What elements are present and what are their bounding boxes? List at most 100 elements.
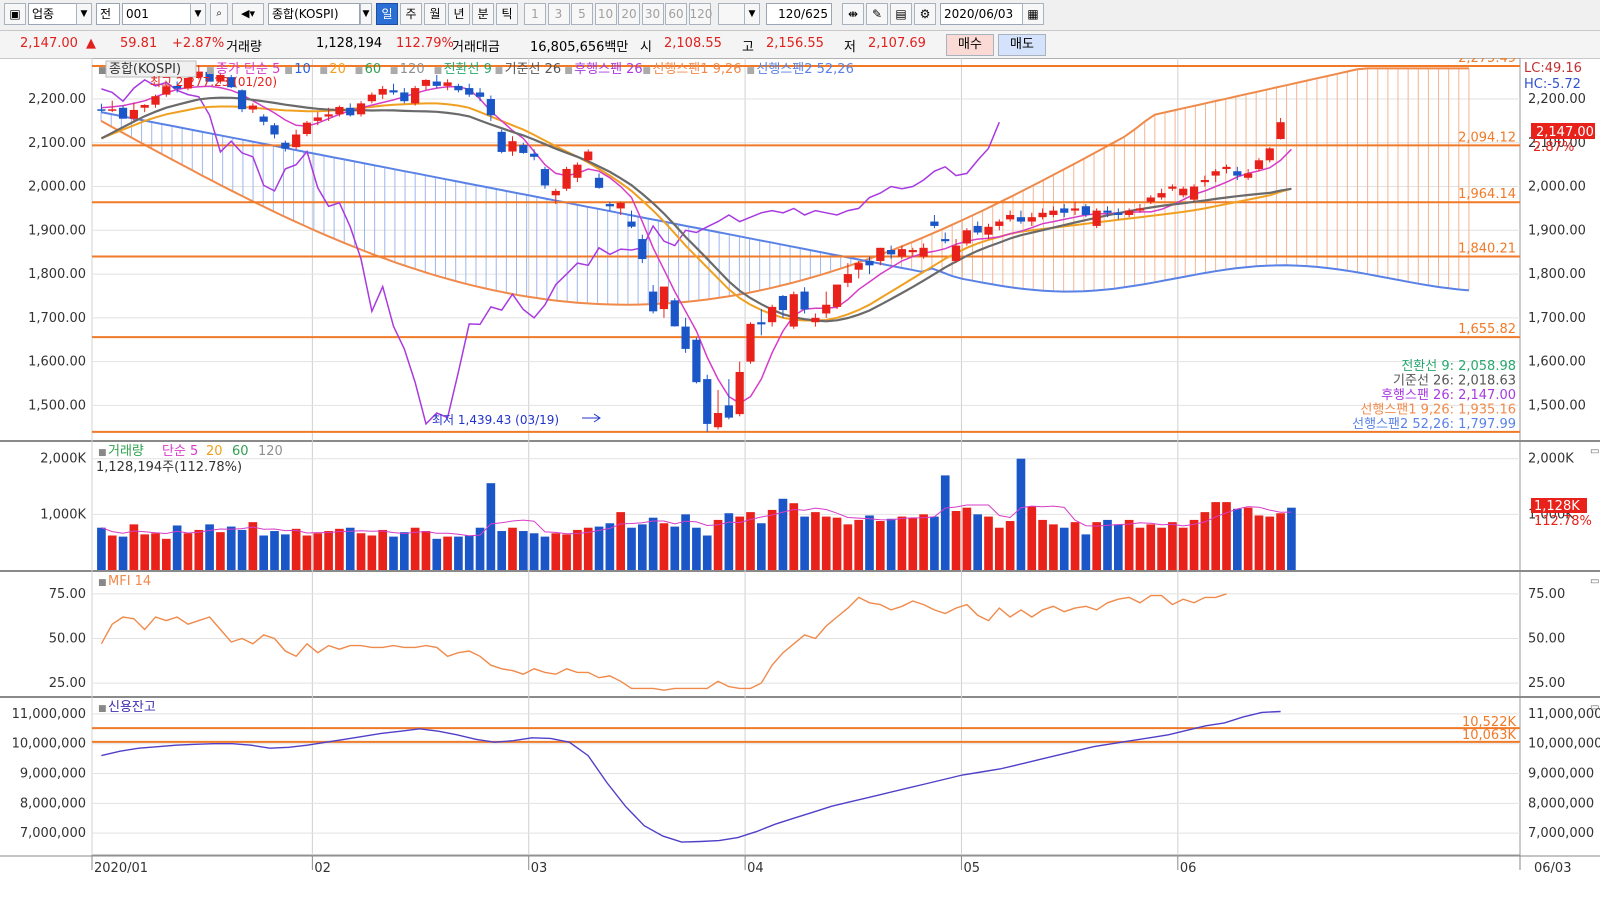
candle-body [151, 96, 160, 105]
legend-marker: ■ [284, 66, 293, 76]
candle-body [562, 168, 571, 189]
period-button-0[interactable]: 일 [376, 3, 398, 25]
candle-body [443, 82, 452, 86]
chart-title: 종합(KOSPI) [109, 62, 181, 77]
candle-body [1060, 208, 1069, 213]
volume-bar [259, 535, 269, 570]
volume-bar [1211, 502, 1221, 570]
amount-value: 16,805,656백만 [530, 40, 629, 55]
candle-body [616, 202, 625, 209]
volume-bar [194, 529, 204, 570]
candle-body [1114, 212, 1123, 215]
y-tick-label-right: 2,200.00 [1528, 92, 1586, 107]
market-select[interactable]: 업종 [28, 3, 88, 25]
volume-value: 1,128,194 [316, 36, 383, 51]
high-value: 2,156.55 [766, 36, 824, 51]
volume-bar [681, 514, 690, 570]
minute-button-60[interactable]: 60 [665, 3, 687, 25]
volume-bar [1287, 507, 1296, 570]
indicator-value: 선행스팬2 52,26: 1,797.99 [1352, 416, 1516, 432]
speaker-icon[interactable]: ◀▾ [232, 3, 264, 25]
x-tick-label: 04 [747, 861, 764, 876]
buy-button[interactable]: 매수 [946, 34, 994, 56]
y-tick-label-left: 1,900.00 [28, 223, 86, 238]
code-dropdown-icon[interactable]: ▼ [190, 3, 206, 25]
minute-button-120[interactable]: 120 [688, 3, 712, 25]
y-tick-label-left: 25.00 [49, 676, 86, 691]
minute-button-3[interactable]: 3 [547, 3, 570, 25]
period-button-3[interactable]: 년 [448, 3, 470, 25]
volume-bar [421, 531, 431, 570]
sell-button[interactable]: 매도 [998, 34, 1046, 56]
leading-span1-line [100, 67, 1469, 306]
tools-icon[interactable]: ✎ [866, 3, 888, 25]
volume-bar [140, 534, 150, 570]
support-line-label: 1,655.82 [1458, 322, 1516, 337]
volume-bar [1113, 524, 1123, 570]
legend-item: 20 [329, 62, 346, 77]
volume-bar [735, 516, 745, 570]
volume-bar [335, 528, 344, 570]
volume-bar [1276, 513, 1285, 570]
volume-bar [756, 523, 766, 570]
candle-body [832, 284, 842, 307]
gear-icon[interactable]: ⚙ [914, 3, 936, 25]
name-field[interactable]: 종합(KOSPI) [268, 3, 360, 25]
volume-bar [659, 523, 669, 570]
volume-legend-item: 120 [258, 444, 283, 459]
custom-period-dropdown-icon[interactable]: ▼ [744, 3, 760, 25]
candle-body [811, 317, 820, 323]
minute-button-5[interactable]: 5 [571, 3, 593, 25]
calendar-icon[interactable]: ▦ [1022, 3, 1044, 25]
credit-level-label: 10,063K [1462, 728, 1516, 743]
market-dropdown-icon[interactable]: ▼ [76, 3, 92, 25]
candle-body [703, 379, 712, 424]
volume-bar [356, 533, 366, 570]
candle-body [854, 263, 863, 270]
candle-body [216, 74, 225, 82]
leading-span2-line [100, 111, 1469, 293]
volume-bar [1146, 524, 1156, 570]
period-button-1[interactable]: 주 [400, 3, 422, 25]
chart-type-icon[interactable]: ▣ [4, 3, 26, 25]
period-button-2[interactable]: 월 [424, 3, 446, 25]
volume-bar [919, 514, 928, 570]
volume-bar [692, 527, 701, 570]
legend-marker: ■ [319, 66, 328, 76]
period-button-4[interactable]: 분 [472, 3, 494, 25]
y-tick-label-right: 75.00 [1528, 587, 1565, 602]
name-dropdown-icon[interactable]: ▼ [360, 3, 372, 25]
y-tick-label-left: 1,800.00 [28, 267, 86, 282]
search-icon[interactable]: ⌕ [210, 3, 228, 25]
support-line-label: 2,275.49 [1458, 58, 1516, 66]
volume-bar [811, 512, 820, 570]
legend-marker: ■ [390, 66, 399, 76]
indicator-value: 선행스팬1 9,26: 1,935.16 [1360, 402, 1516, 418]
candle-body [302, 122, 312, 135]
period-button-5[interactable]: 틱 [496, 3, 518, 25]
volume-bar [443, 536, 452, 570]
candle-body [659, 286, 669, 310]
minute-button-10[interactable]: 10 [594, 3, 617, 25]
volume-bar [1049, 524, 1058, 570]
y-tick-label-left: 1,600.00 [28, 355, 86, 370]
code-input[interactable]: 001 [122, 3, 192, 25]
stock-chart[interactable]: 2,200.00 2,200.00 2,100.00 2,100.00 2,000.00… [0, 58, 1600, 897]
volume-subtitle: 1,128,194주(112.78%) [96, 460, 242, 475]
candle-body [822, 304, 831, 314]
candle-body [1200, 179, 1209, 183]
candle-body [292, 134, 301, 148]
volume-bar [497, 531, 507, 570]
candle-body [1038, 212, 1047, 218]
volume-legend-item: 20 [206, 444, 223, 459]
minute-button-30[interactable]: 30 [641, 3, 664, 25]
minute-button-1[interactable]: 1 [524, 3, 546, 25]
candle-body [129, 109, 138, 119]
date-field[interactable]: 2020/06/03 [940, 3, 1026, 25]
save-icon[interactable]: ▤ [890, 3, 912, 25]
volume-bar [367, 535, 377, 570]
candle-body [768, 306, 777, 323]
volume-bar [313, 533, 323, 570]
zoom-icon[interactable]: ⇼ [842, 3, 864, 25]
minute-button-20[interactable]: 20 [618, 3, 640, 25]
